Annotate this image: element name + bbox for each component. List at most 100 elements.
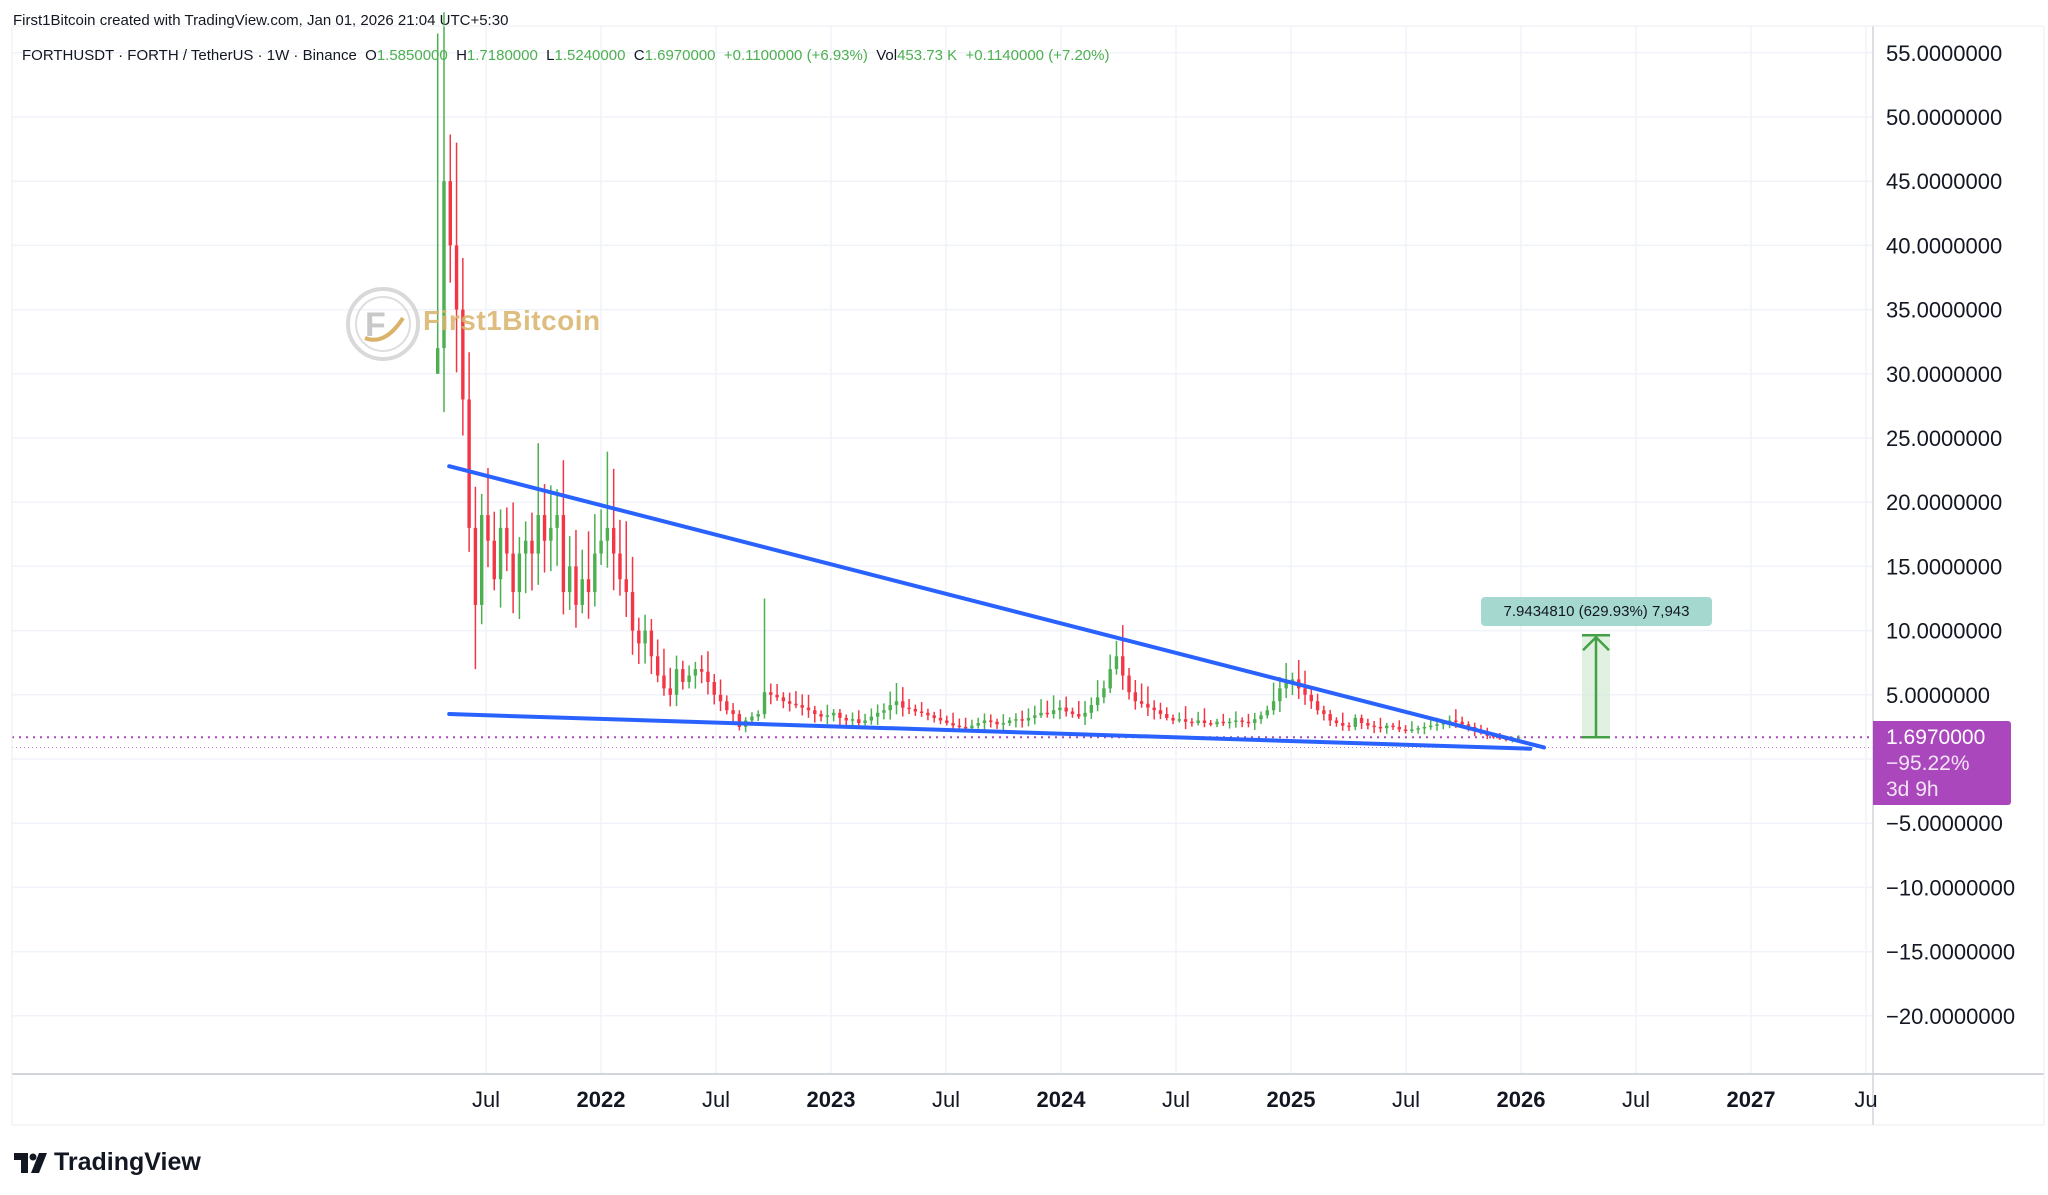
svg-text:F: F [365,306,386,344]
time-axis-label: Jul [932,1087,960,1112]
candle-up [580,579,584,605]
candle-down [649,630,654,657]
price-axis-label: 10.0000000 [1886,619,2002,644]
candle-up [976,723,980,726]
candle-down [725,701,729,711]
candle-down [907,707,911,710]
candle-down [1146,703,1150,708]
time-axis-label: Jul [1392,1087,1420,1112]
candle-up [1353,717,1357,727]
price-axis-label: 25.0000000 [1886,426,2002,451]
candle-down [1077,714,1081,717]
candle-up [1410,729,1414,731]
candle-down [505,527,509,554]
symbol-legend: FORTHUSDT · FORTH / TetherUS · 1W · Bina… [22,47,1109,64]
candle-down [1158,710,1163,715]
candle-down [932,715,936,718]
candle-up [523,540,528,554]
candle-up [567,566,572,593]
candle-down [913,708,918,712]
candle-up [1441,723,1445,725]
measure-arrowhead [1582,635,1610,652]
candle-down [1322,710,1326,715]
candle-up [1114,656,1119,670]
candle-down [1165,714,1169,718]
candle-down [699,669,704,672]
low-value: 1.5240000 [554,47,626,64]
candle-up [762,692,767,715]
candle-down [473,527,478,605]
time-axis-label: 2022 [577,1087,626,1112]
candle-up [442,181,446,349]
price-axis-label: −10.0000000 [1886,875,2015,900]
candle-down [467,399,471,528]
candle-down [1454,720,1458,722]
candle-up [1026,717,1031,721]
time-axis-label: Ju [1854,1087,1877,1112]
candle-down [1341,723,1345,726]
tradingview-logo[interactable]: TradingView [14,1148,201,1177]
candle-up [894,701,899,706]
candle-down [1391,725,1395,728]
candle-down [1127,675,1131,693]
time-axis-label: 2023 [807,1087,856,1112]
candle-up [693,669,698,676]
candle-up [1429,725,1433,728]
candle-down [630,592,635,631]
candle-down [681,669,685,682]
candle-up [1108,669,1112,689]
candle-up [1253,719,1257,724]
candle-down [1139,701,1144,704]
candle-up [1284,681,1288,689]
candle-down [1209,723,1213,725]
candle-down [963,726,968,729]
candle-down [611,527,616,554]
candle-down [901,701,905,708]
candle-up [1290,679,1295,682]
candles [436,12,1521,743]
open-label: O [365,47,377,64]
candle-down [844,717,848,721]
candle-up [1095,697,1100,706]
candle-down [511,553,515,593]
trendline-lower [447,712,1533,751]
candle-down [586,579,591,593]
candle-down [737,714,742,727]
candle-down [1133,692,1138,702]
candle-down [1152,707,1156,711]
symbol-name[interactable]: FORTHUSDT · FORTH / TetherUS · 1W · Bina… [22,47,357,64]
candle-up [1265,710,1270,716]
candle-up [1083,712,1087,717]
candle-up [1278,688,1282,702]
price-axis-label: 30.0000000 [1886,362,2002,387]
candle-down [712,681,716,695]
candle-down [1020,719,1024,721]
candle-up [498,527,503,580]
volume-change: +0.1140000 (+7.20%) [965,47,1110,64]
current-price: 1.6970000 [1886,726,1986,749]
candle-down [951,723,955,726]
candle-down [1171,717,1175,721]
current-price-tag: 1.6970000 −95.22% 3d 9h [1873,721,2011,805]
candle-down [486,515,490,541]
candle-down [668,688,672,695]
candle-up [869,716,874,721]
candle-up [1234,720,1238,722]
tradingview-logo-icon [14,1152,47,1173]
candle-down [794,703,798,706]
candle-down [618,553,622,580]
candle-down [1372,725,1376,728]
candle-down [561,515,566,593]
price-axis-label: 50.0000000 [1886,105,2002,130]
candle-up [756,714,760,717]
candle-down [1190,721,1194,724]
candle-up [1007,720,1012,724]
price-axis-label: 45.0000000 [1886,169,2002,194]
candle-down [1315,701,1320,711]
measure-label[interactable]: 7.9434810 (629.93%) 7,943 [1481,597,1712,626]
low-label: L [546,47,555,64]
candle-down [957,725,962,728]
candle-down [838,712,842,718]
candle-down [1359,717,1364,724]
